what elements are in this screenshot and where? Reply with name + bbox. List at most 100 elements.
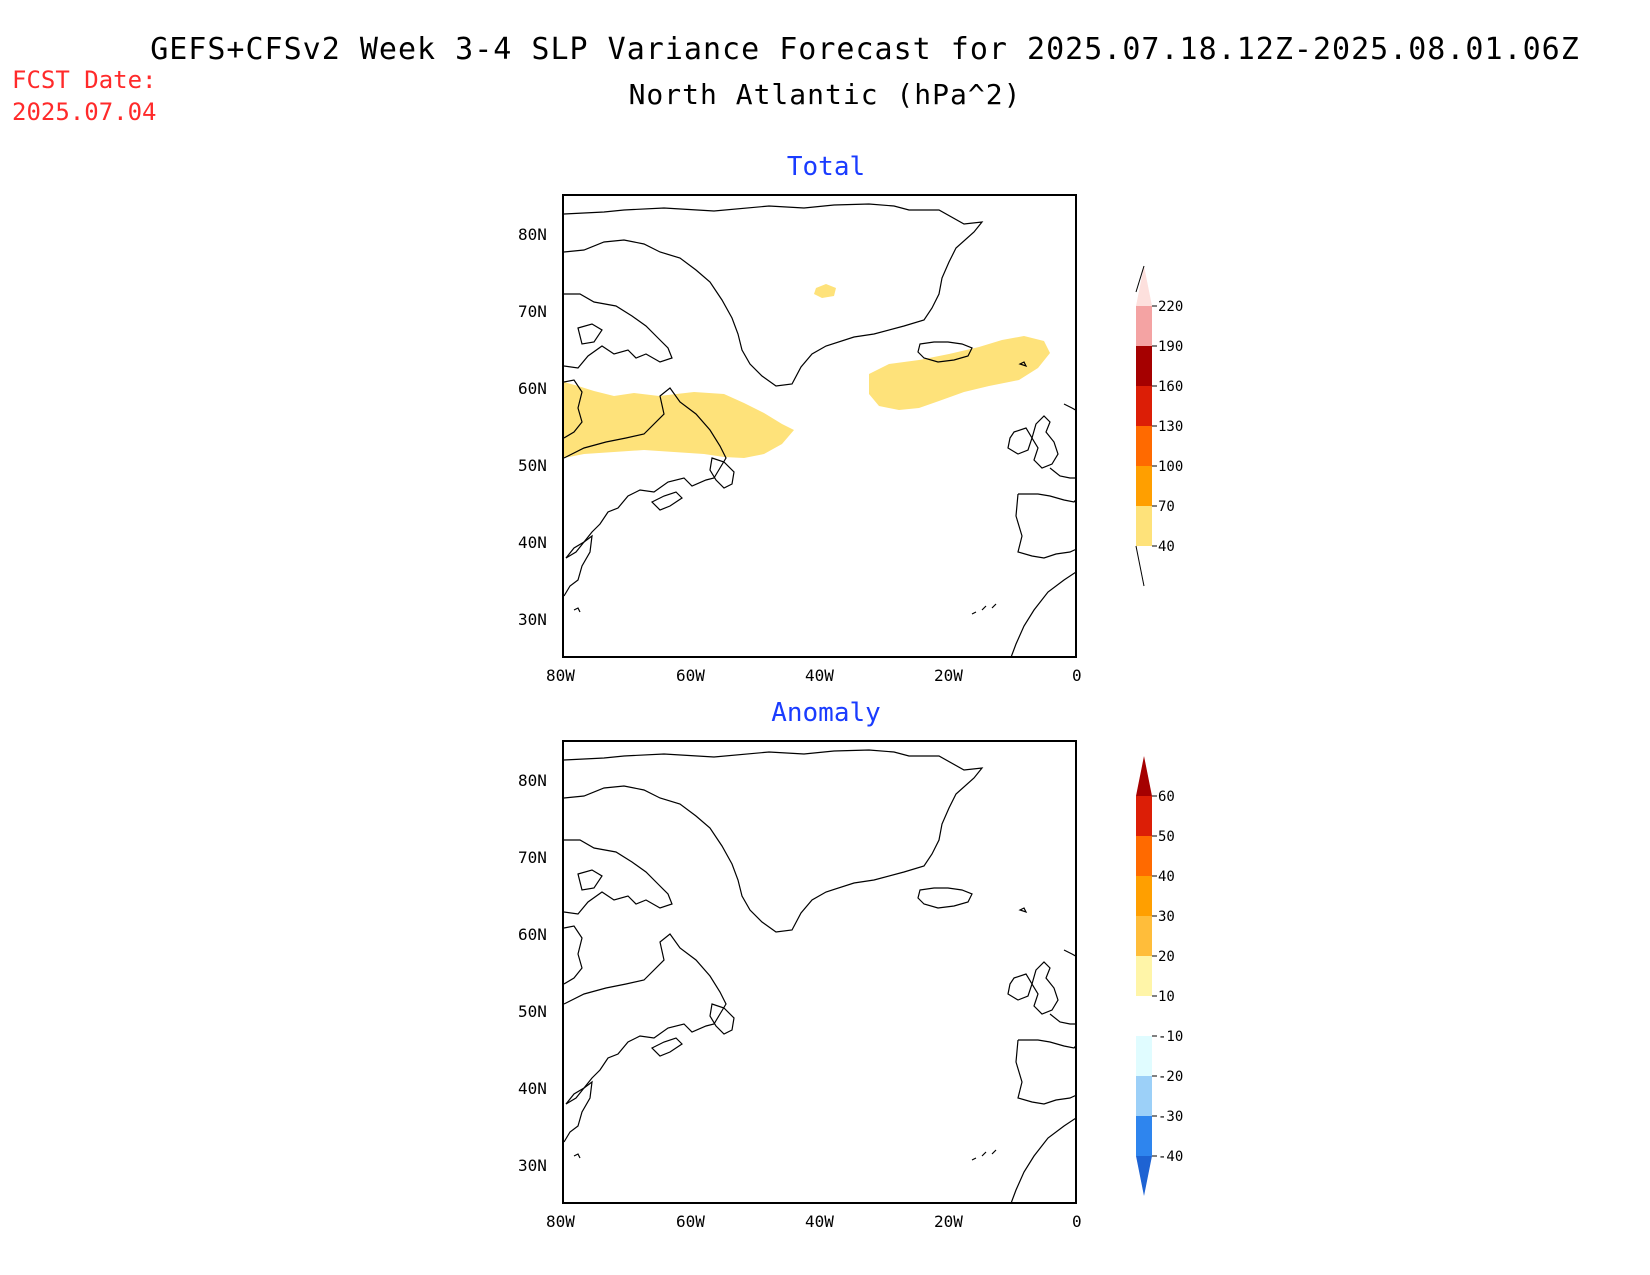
coast-greenland bbox=[564, 203, 984, 387]
lat-label: 50N bbox=[518, 1002, 547, 1021]
coast-nova-scotia bbox=[650, 491, 683, 511]
colorbar-level: -20 bbox=[1158, 1069, 1183, 1085]
coast-faroe bbox=[1018, 907, 1028, 914]
coast-france bbox=[1049, 1013, 1075, 1025]
colorbar-box bbox=[1136, 916, 1152, 956]
coast-norway bbox=[1063, 403, 1075, 411]
map-anomaly-svg bbox=[564, 749, 1075, 1202]
colorbar-level: -30 bbox=[1158, 1109, 1183, 1125]
colorbar-box bbox=[1136, 1116, 1152, 1156]
colorbar-box bbox=[1136, 1076, 1152, 1116]
colorbar-level: -10 bbox=[1158, 1029, 1183, 1045]
colorbar-total: 220 190 160 130 100 70 40 bbox=[1135, 265, 1183, 587]
colorbar-level: 60 bbox=[1158, 789, 1175, 805]
coast-africa bbox=[1010, 571, 1075, 656]
lat-label: 80N bbox=[518, 225, 547, 244]
colorbar-top-triangle bbox=[1136, 756, 1152, 796]
map-anomaly bbox=[562, 740, 1077, 1204]
coast-quebec bbox=[564, 933, 727, 1105]
coast-canaries bbox=[971, 603, 997, 615]
panel-title-anomaly: Anomaly bbox=[771, 698, 881, 728]
coast-ireland bbox=[1007, 427, 1033, 455]
lat-label: 70N bbox=[518, 848, 547, 867]
shade-east bbox=[869, 336, 1050, 410]
colorbar-level: 130 bbox=[1158, 419, 1183, 435]
map-total bbox=[562, 194, 1077, 658]
coast-us-east bbox=[564, 534, 593, 597]
colorbar-level: 160 bbox=[1158, 379, 1183, 395]
colorbar-box bbox=[1136, 426, 1152, 466]
colorbar-level: 20 bbox=[1158, 949, 1175, 965]
lon-label: 20W bbox=[934, 666, 963, 685]
colorbar-level: 30 bbox=[1158, 909, 1175, 925]
lat-label: 60N bbox=[518, 379, 547, 398]
lat-label: 30N bbox=[518, 1156, 547, 1175]
coast-newfoundland bbox=[709, 1003, 735, 1035]
lat-label: 40N bbox=[518, 533, 547, 552]
colorbar-box bbox=[1136, 796, 1152, 836]
coast-bermuda bbox=[573, 1153, 581, 1159]
coast-norway bbox=[1063, 949, 1075, 957]
lon-label: 0 bbox=[1072, 666, 1082, 685]
colorbar-box bbox=[1136, 346, 1152, 386]
coast-ireland bbox=[1007, 973, 1033, 1001]
coast-labrador bbox=[564, 925, 583, 985]
colorbar-edge bbox=[1135, 545, 1145, 587]
lat-label: 60N bbox=[518, 925, 547, 944]
colorbar-level: -40 bbox=[1158, 1149, 1183, 1165]
colorbar-box bbox=[1136, 306, 1152, 346]
panel-title-total: Total bbox=[786, 152, 866, 182]
colorbar-level: 190 bbox=[1158, 339, 1183, 355]
coast-nova-scotia bbox=[650, 1037, 683, 1057]
fcst-date: 2025.07.04 bbox=[12, 98, 157, 126]
lon-label: 80W bbox=[546, 1212, 575, 1231]
coast-greenland bbox=[564, 749, 984, 933]
coast-africa bbox=[1010, 1117, 1075, 1202]
coast-iceland bbox=[917, 341, 973, 363]
coast-faroe bbox=[1018, 361, 1028, 368]
colorbar-box bbox=[1136, 466, 1152, 506]
coast-us-east bbox=[564, 1080, 593, 1143]
colorbar-level: 100 bbox=[1158, 459, 1183, 475]
coast-newfoundland bbox=[709, 457, 735, 489]
colorbar-level: 220 bbox=[1158, 299, 1183, 315]
chart-title: GEFS+CFSv2 Week 3-4 SLP Variance Forecas… bbox=[150, 32, 1580, 67]
coast-france bbox=[1049, 467, 1075, 479]
shade-labrador bbox=[564, 382, 794, 458]
colorbar-box bbox=[1136, 386, 1152, 426]
coast-britain bbox=[1031, 961, 1059, 1015]
colorbar-box bbox=[1136, 836, 1152, 876]
lon-label: 60W bbox=[676, 666, 705, 685]
shade-greenland bbox=[814, 284, 836, 298]
colorbar-box bbox=[1136, 506, 1152, 546]
colorbar-edge bbox=[1135, 265, 1145, 293]
colorbar-level: 40 bbox=[1158, 539, 1175, 555]
colorbar-level: 10 bbox=[1158, 989, 1175, 1005]
colorbar-level: 40 bbox=[1158, 869, 1175, 885]
coast-iberia bbox=[1015, 493, 1075, 559]
colorbar-box bbox=[1136, 956, 1152, 996]
lat-label: 80N bbox=[518, 771, 547, 790]
colorbar-box bbox=[1136, 876, 1152, 916]
lon-label: 40W bbox=[805, 666, 834, 685]
lon-label: 20W bbox=[934, 1212, 963, 1231]
coast-baffin bbox=[564, 293, 673, 369]
colorbar-level: 50 bbox=[1158, 829, 1175, 845]
colorbar-level: 70 bbox=[1158, 499, 1175, 515]
lat-label: 30N bbox=[518, 610, 547, 629]
coast-iceland bbox=[917, 887, 973, 909]
lon-label: 40W bbox=[805, 1212, 834, 1231]
coast-southampton bbox=[577, 869, 603, 891]
lon-label: 0 bbox=[1072, 1212, 1082, 1231]
lat-label: 40N bbox=[518, 1079, 547, 1098]
colorbar-anomaly: 60 50 40 30 20 10 -10 -20 -30 -40 bbox=[1136, 756, 1183, 1196]
lat-label: 50N bbox=[518, 456, 547, 475]
coast-baffin bbox=[564, 839, 673, 915]
colorbar-box bbox=[1136, 996, 1152, 1036]
coast-bermuda bbox=[573, 607, 581, 613]
colorbar-box bbox=[1136, 1036, 1152, 1076]
coast-canaries bbox=[971, 1149, 997, 1161]
coast-iberia bbox=[1015, 1039, 1075, 1105]
fcst-label: FCST Date: bbox=[12, 66, 157, 94]
coast-britain bbox=[1031, 415, 1059, 469]
